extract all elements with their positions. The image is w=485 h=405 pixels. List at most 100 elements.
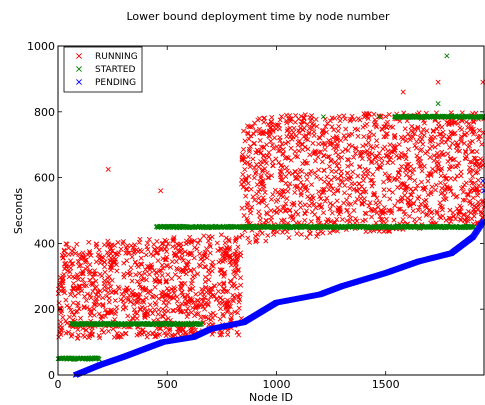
running-point bbox=[411, 217, 418, 223]
running-point bbox=[122, 331, 128, 337]
series-pending bbox=[72, 178, 485, 378]
running-point bbox=[287, 208, 293, 214]
running-point bbox=[137, 247, 143, 253]
running-point bbox=[91, 306, 97, 312]
running-point bbox=[349, 131, 355, 137]
running-point bbox=[132, 259, 138, 265]
running-point bbox=[105, 289, 111, 295]
running-point bbox=[155, 258, 161, 264]
running-point bbox=[435, 79, 441, 85]
running-point bbox=[75, 259, 81, 265]
running-point bbox=[113, 290, 119, 296]
data-points bbox=[55, 53, 485, 378]
running-point bbox=[251, 165, 257, 171]
running-point bbox=[125, 243, 131, 249]
running-point bbox=[60, 255, 66, 261]
running-point bbox=[232, 238, 238, 244]
running-point bbox=[315, 231, 321, 237]
running-point bbox=[219, 329, 225, 335]
running-point bbox=[315, 216, 321, 222]
running-point bbox=[330, 140, 336, 146]
running-point bbox=[230, 297, 236, 303]
running-point bbox=[327, 206, 333, 212]
running-point bbox=[336, 155, 342, 161]
running-point bbox=[303, 172, 309, 178]
running-point bbox=[316, 134, 322, 140]
running-point bbox=[188, 299, 194, 305]
running-point bbox=[240, 184, 246, 190]
running-point bbox=[222, 269, 228, 275]
running-point bbox=[402, 211, 408, 217]
running-point bbox=[184, 267, 190, 273]
running-point bbox=[316, 141, 322, 147]
running-point bbox=[170, 238, 176, 244]
running-point bbox=[226, 303, 232, 309]
running-point bbox=[87, 277, 93, 283]
running-point bbox=[479, 141, 485, 147]
running-point bbox=[254, 182, 260, 188]
running-point bbox=[345, 133, 351, 139]
running-point bbox=[247, 143, 253, 149]
running-point bbox=[113, 256, 119, 262]
running-point bbox=[302, 112, 308, 118]
running-point bbox=[284, 196, 290, 202]
running-point bbox=[238, 282, 244, 288]
running-point bbox=[475, 177, 481, 183]
running-point bbox=[443, 139, 449, 145]
running-point bbox=[107, 264, 113, 270]
running-point bbox=[346, 157, 352, 163]
running-point bbox=[406, 161, 412, 167]
running-point bbox=[233, 260, 239, 266]
running-point bbox=[470, 148, 476, 154]
running-point bbox=[312, 158, 318, 164]
running-point bbox=[324, 195, 330, 201]
running-point bbox=[432, 134, 438, 140]
running-point bbox=[384, 119, 391, 125]
running-point bbox=[116, 286, 122, 292]
running-point bbox=[202, 249, 208, 255]
running-point bbox=[180, 257, 186, 264]
running-point bbox=[299, 119, 305, 125]
running-point bbox=[96, 256, 102, 262]
running-point bbox=[172, 332, 178, 338]
running-point bbox=[326, 154, 332, 160]
running-point bbox=[102, 307, 108, 313]
running-point bbox=[125, 295, 131, 301]
running-point bbox=[314, 174, 320, 180]
running-point bbox=[418, 159, 424, 165]
running-point bbox=[400, 89, 406, 95]
running-point bbox=[246, 124, 252, 130]
running-point bbox=[200, 258, 206, 264]
running-point bbox=[395, 184, 401, 190]
running-point bbox=[98, 313, 104, 319]
running-point bbox=[471, 155, 477, 161]
started-point bbox=[365, 225, 371, 231]
running-point bbox=[301, 125, 307, 131]
running-point bbox=[291, 125, 297, 131]
running-point bbox=[299, 141, 305, 147]
running-point bbox=[334, 163, 340, 169]
running-point bbox=[144, 334, 150, 340]
running-point bbox=[460, 197, 466, 203]
running-point bbox=[153, 269, 159, 276]
running-point bbox=[206, 267, 212, 273]
running-point bbox=[79, 288, 85, 294]
running-point bbox=[112, 311, 118, 317]
running-point bbox=[447, 135, 453, 141]
running-point bbox=[312, 170, 318, 176]
running-point bbox=[185, 292, 191, 298]
running-point bbox=[185, 259, 191, 265]
running-point bbox=[429, 215, 435, 221]
legend-marker bbox=[76, 79, 82, 85]
running-point bbox=[400, 136, 406, 142]
running-point bbox=[259, 230, 265, 236]
running-point bbox=[463, 119, 469, 125]
running-point bbox=[164, 238, 170, 244]
running-point bbox=[109, 264, 115, 270]
running-point bbox=[140, 297, 146, 303]
running-point bbox=[404, 161, 410, 167]
running-point bbox=[104, 293, 110, 299]
running-point bbox=[195, 240, 201, 246]
running-point bbox=[245, 200, 251, 206]
